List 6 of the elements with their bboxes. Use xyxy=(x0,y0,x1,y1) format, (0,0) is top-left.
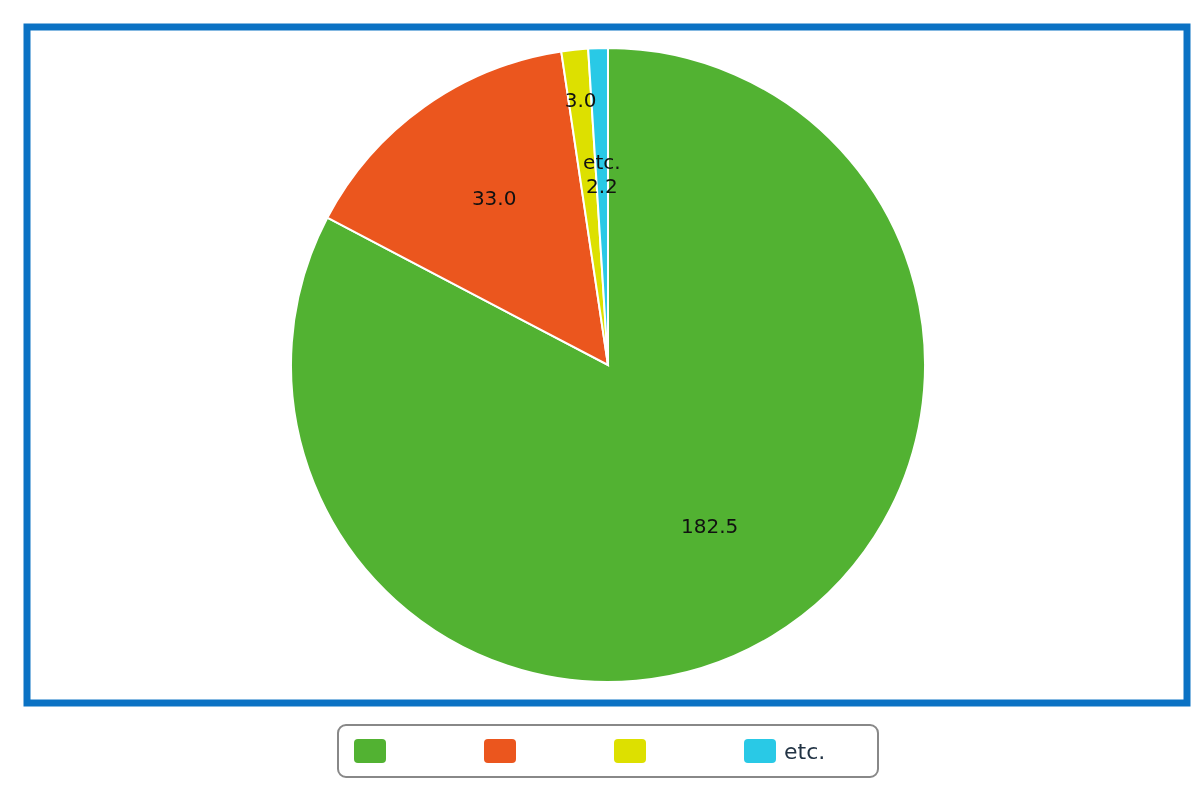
data-label: 33.0 xyxy=(471,185,517,210)
pie-slice xyxy=(290,47,926,683)
data-label: 182.5 xyxy=(681,514,739,539)
data-label: 2.2 xyxy=(585,173,618,198)
slice-label: etc. xyxy=(583,149,621,174)
legend-label: etc. xyxy=(784,739,826,764)
